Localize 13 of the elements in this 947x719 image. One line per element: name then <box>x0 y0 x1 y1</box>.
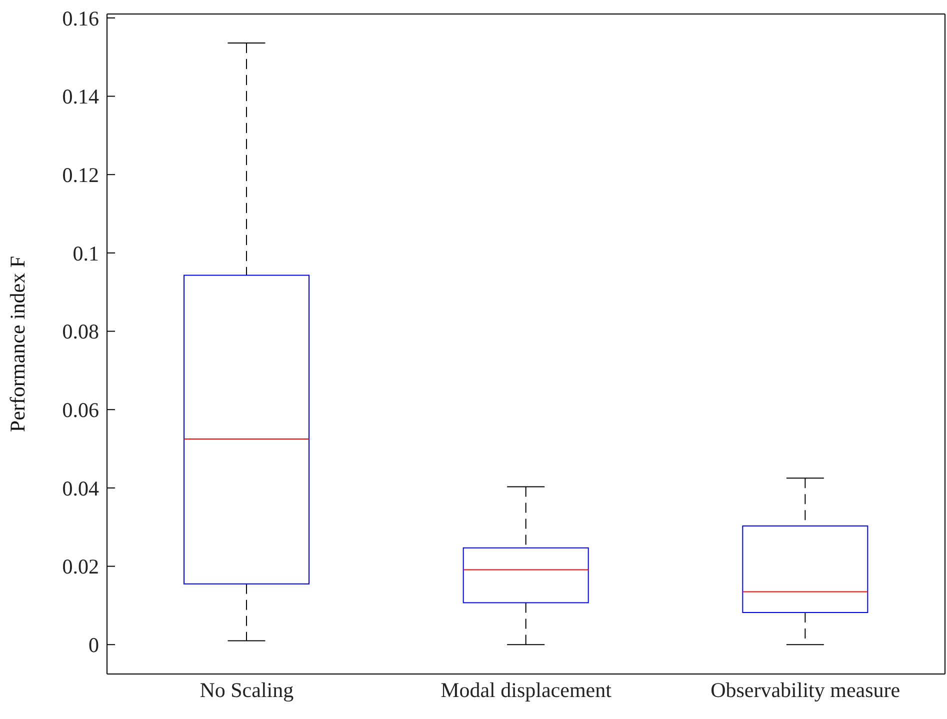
y-tick-label: 0.12 <box>62 163 99 188</box>
x-tick-label: Modal displacement <box>440 678 612 702</box>
y-tick-label: 0.1 <box>72 241 99 266</box>
x-tick-label: No Scaling <box>200 678 294 702</box>
y-tick-label: 0.06 <box>62 398 99 422</box>
y-tick-label: 0 <box>88 633 99 658</box>
y-axis-title: Performance index F <box>5 256 30 432</box>
y-tick-label: 0.16 <box>62 6 99 30</box>
y-tick-label: 0.14 <box>62 84 100 109</box>
y-tick-label: 0.02 <box>62 554 99 579</box>
y-tick-label: 0.04 <box>62 476 100 500</box>
x-tick-label: Observability measure <box>710 678 900 702</box>
y-tick-label: 0.08 <box>62 320 99 344</box>
